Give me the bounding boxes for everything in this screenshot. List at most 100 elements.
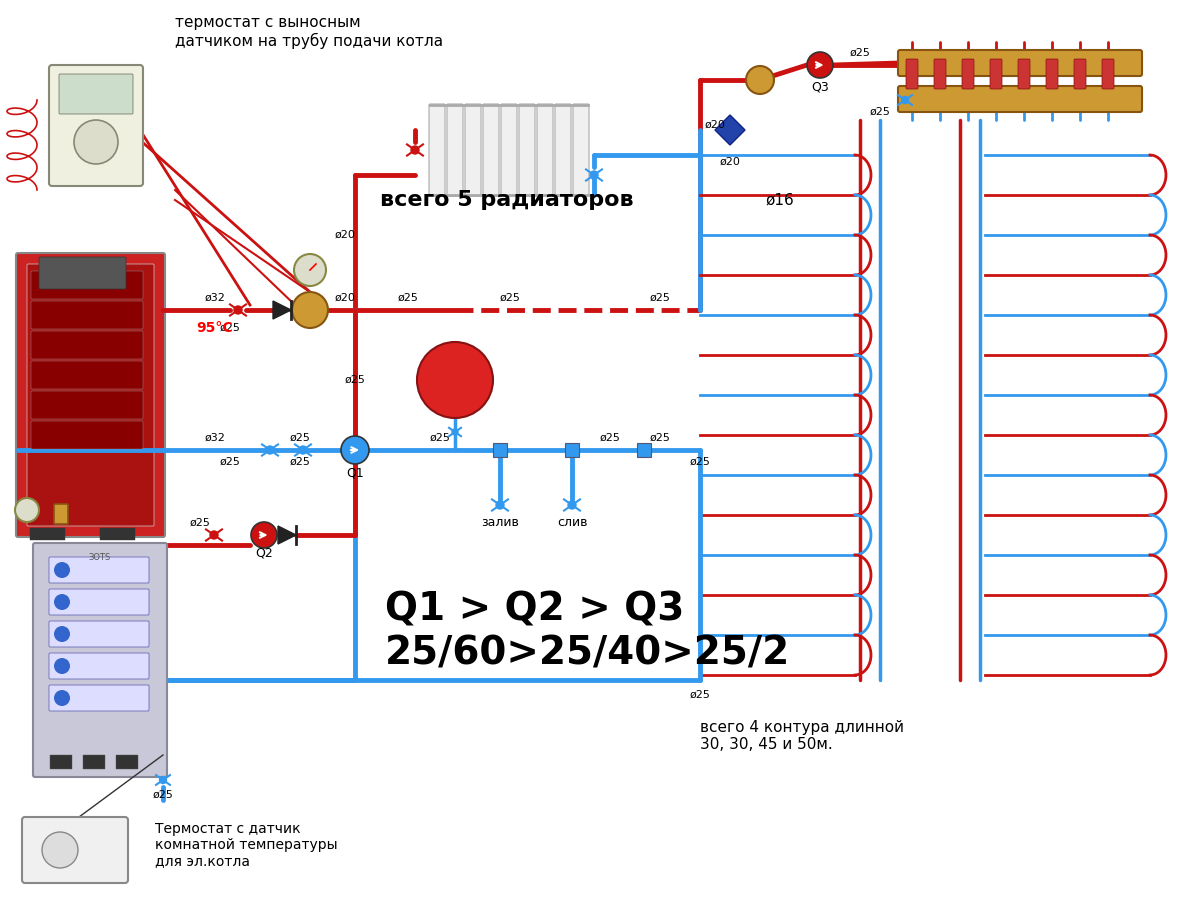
- FancyBboxPatch shape: [30, 528, 65, 540]
- Text: термостат с выносным
датчиком на трубу подачи котла: термостат с выносным датчиком на трубу п…: [175, 15, 444, 49]
- Text: ø25: ø25: [850, 48, 870, 58]
- FancyBboxPatch shape: [22, 817, 128, 883]
- Text: Q1 > Q2 > Q3
25/60>25/40>25/2: Q1 > Q2 > Q3 25/60>25/40>25/2: [385, 590, 790, 672]
- Circle shape: [234, 306, 242, 314]
- FancyBboxPatch shape: [898, 50, 1141, 76]
- FancyBboxPatch shape: [54, 504, 68, 524]
- FancyBboxPatch shape: [934, 59, 946, 89]
- Text: ø32: ø32: [205, 293, 225, 303]
- FancyBboxPatch shape: [31, 271, 143, 299]
- Text: Q2: Q2: [255, 547, 273, 560]
- Text: Термостат с датчик
комнатной температуры
для эл.котла: Термостат с датчик комнатной температуры…: [155, 822, 338, 868]
- FancyBboxPatch shape: [501, 104, 517, 196]
- Text: ø32: ø32: [205, 433, 225, 443]
- Circle shape: [411, 146, 418, 154]
- FancyBboxPatch shape: [83, 755, 106, 769]
- Text: ø20: ø20: [335, 230, 355, 240]
- FancyBboxPatch shape: [59, 74, 133, 114]
- Circle shape: [266, 446, 275, 454]
- Text: ø20: ø20: [705, 120, 725, 130]
- Circle shape: [746, 66, 775, 94]
- Text: ø20: ø20: [335, 293, 355, 303]
- Text: ø25: ø25: [650, 293, 670, 303]
- Text: ø25: ø25: [219, 457, 241, 467]
- FancyBboxPatch shape: [962, 59, 974, 89]
- FancyBboxPatch shape: [565, 443, 579, 457]
- FancyBboxPatch shape: [116, 755, 138, 769]
- FancyBboxPatch shape: [16, 253, 165, 537]
- Circle shape: [568, 501, 576, 509]
- Text: Q3: Q3: [812, 80, 829, 94]
- FancyBboxPatch shape: [483, 104, 499, 196]
- FancyBboxPatch shape: [519, 104, 535, 196]
- FancyBboxPatch shape: [31, 421, 143, 449]
- Text: всего 4 контура длинной
30, 30, 45 и 50м.: всего 4 контура длинной 30, 30, 45 и 50м…: [700, 720, 904, 752]
- Circle shape: [74, 120, 118, 164]
- Circle shape: [42, 832, 78, 868]
- FancyBboxPatch shape: [31, 361, 143, 389]
- FancyBboxPatch shape: [555, 104, 571, 196]
- Circle shape: [341, 436, 369, 464]
- FancyBboxPatch shape: [1018, 59, 1030, 89]
- FancyBboxPatch shape: [906, 59, 918, 89]
- Circle shape: [54, 562, 70, 578]
- FancyBboxPatch shape: [1046, 59, 1058, 89]
- Text: залив: залив: [481, 516, 519, 528]
- FancyBboxPatch shape: [637, 443, 651, 457]
- Text: ø25: ø25: [689, 690, 711, 700]
- Text: Q1: Q1: [347, 466, 363, 480]
- FancyBboxPatch shape: [49, 621, 149, 647]
- Circle shape: [417, 342, 493, 418]
- FancyBboxPatch shape: [898, 86, 1141, 112]
- Text: ø25: ø25: [189, 518, 211, 528]
- Circle shape: [54, 626, 70, 642]
- Circle shape: [210, 531, 218, 539]
- FancyBboxPatch shape: [49, 557, 149, 583]
- Circle shape: [807, 52, 833, 78]
- Circle shape: [452, 429, 458, 435]
- FancyBboxPatch shape: [493, 443, 507, 457]
- Circle shape: [251, 522, 277, 548]
- Polygon shape: [273, 301, 291, 319]
- Text: ø25: ø25: [429, 433, 451, 443]
- FancyBboxPatch shape: [49, 685, 149, 711]
- FancyBboxPatch shape: [1074, 59, 1086, 89]
- FancyBboxPatch shape: [573, 104, 589, 196]
- Text: ø25: ø25: [219, 323, 241, 333]
- Circle shape: [54, 594, 70, 610]
- Circle shape: [54, 690, 70, 706]
- Text: ø25: ø25: [869, 107, 891, 117]
- Text: ø25: ø25: [152, 790, 174, 800]
- Text: 95°C: 95°C: [197, 321, 234, 335]
- FancyBboxPatch shape: [990, 59, 1002, 89]
- Circle shape: [299, 446, 307, 454]
- Text: ø25: ø25: [344, 375, 366, 385]
- FancyBboxPatch shape: [50, 755, 72, 769]
- Circle shape: [159, 777, 167, 784]
- Circle shape: [496, 501, 504, 509]
- Text: ЗОТS: ЗОТS: [89, 554, 112, 562]
- Text: ø25: ø25: [398, 293, 418, 303]
- Text: ø25: ø25: [689, 457, 711, 467]
- Text: ø16: ø16: [766, 193, 795, 208]
- FancyBboxPatch shape: [31, 391, 143, 419]
- Circle shape: [16, 498, 40, 522]
- FancyBboxPatch shape: [465, 104, 481, 196]
- Circle shape: [293, 292, 329, 328]
- FancyBboxPatch shape: [447, 104, 463, 196]
- FancyBboxPatch shape: [1102, 59, 1114, 89]
- FancyBboxPatch shape: [34, 543, 167, 777]
- Text: ø20: ø20: [719, 157, 741, 167]
- FancyBboxPatch shape: [49, 589, 149, 615]
- Text: ø25: ø25: [600, 433, 620, 443]
- Text: ø25: ø25: [290, 457, 311, 467]
- Text: всего 5 радиаторов: всего 5 радиаторов: [380, 190, 633, 210]
- FancyBboxPatch shape: [49, 65, 143, 186]
- FancyBboxPatch shape: [31, 331, 143, 359]
- FancyBboxPatch shape: [100, 528, 135, 540]
- Text: ø25: ø25: [290, 433, 311, 443]
- Circle shape: [590, 171, 598, 179]
- Polygon shape: [715, 115, 745, 145]
- Text: слив: слив: [556, 516, 588, 528]
- FancyBboxPatch shape: [49, 653, 149, 679]
